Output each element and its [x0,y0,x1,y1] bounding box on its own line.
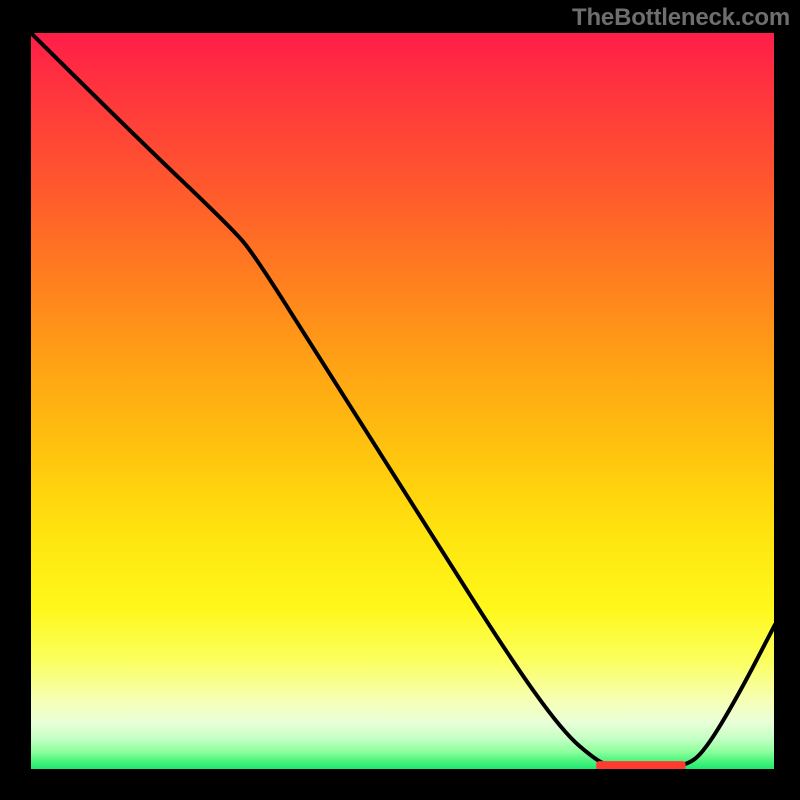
optimal-range-marker [596,761,685,770]
watermark-text: TheBottleneck.com [572,4,790,32]
bottleneck-chart [0,0,800,800]
